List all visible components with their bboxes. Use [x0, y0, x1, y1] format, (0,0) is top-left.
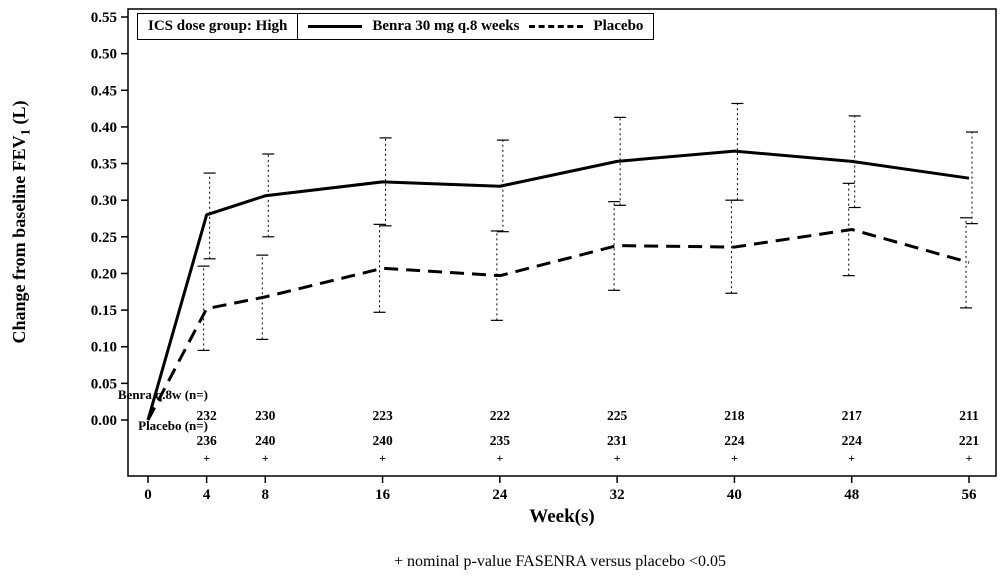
- n-table-value: 236: [197, 433, 218, 448]
- x-tick-label: 32: [610, 487, 625, 503]
- y-tick-label: 0.30: [91, 193, 117, 209]
- x-tick-label: 16: [375, 487, 391, 503]
- y-tick-label: 0.15: [91, 303, 117, 319]
- x-tick-label: 48: [844, 487, 859, 503]
- y-tick-label: 0.45: [91, 83, 117, 99]
- y-axis-title: Change from baseline FEV1 (L): [9, 100, 33, 344]
- significance-marker: +: [966, 451, 973, 465]
- n-table-value: 224: [842, 433, 863, 448]
- n-table-row-label: Placebo (n=): [138, 418, 208, 433]
- y-tick-label: 0.10: [91, 340, 117, 356]
- y-tick-label: 0.05: [91, 376, 117, 392]
- y-tick-label: 0.55: [91, 10, 117, 26]
- x-tick-label: 40: [727, 487, 742, 503]
- significance-marker: +: [614, 451, 621, 465]
- series-line-dashed: [146, 227, 970, 421]
- significance-marker: +: [262, 451, 269, 465]
- n-table-value: 232: [197, 408, 218, 423]
- legend-entry-benra: Benra 30 mg q.8 weeks: [372, 18, 520, 34]
- x-tick-label: 56: [962, 487, 978, 503]
- y-tick-label: 0.20: [91, 266, 117, 282]
- solid-line-sample-icon: [308, 25, 363, 28]
- legend-title: ICS dose group: High: [148, 18, 288, 34]
- n-table-value: 211: [959, 408, 979, 423]
- dashed-line-sample-icon: [529, 25, 584, 28]
- legend-divider: [297, 13, 299, 40]
- y-tick-label: 0.25: [91, 230, 117, 246]
- n-table-row-label: Benra q.8w (n=): [118, 387, 208, 402]
- y-tick-label: 0.50: [91, 47, 117, 63]
- legend: ICS dose group: High Benra 30 mg q.8 wee…: [137, 13, 655, 40]
- legend-entry-placebo: Placebo: [593, 18, 644, 34]
- n-table-value: 218: [724, 408, 745, 423]
- series-line-solid: [146, 149, 970, 421]
- n-table-value: 230: [255, 408, 276, 423]
- n-table-value: 222: [490, 408, 511, 423]
- footnote: + nominal p-value FASENRA versus placebo…: [394, 553, 726, 570]
- n-table-value: 231: [607, 433, 628, 448]
- plot-frame: [127, 8, 997, 477]
- n-table-value: 235: [490, 433, 511, 448]
- n-table-value: 240: [372, 433, 393, 448]
- x-tick-label: 24: [492, 487, 508, 503]
- n-table-value: 223: [372, 408, 393, 423]
- y-tick-label: 0.40: [91, 120, 117, 136]
- fev1-subscript: 1: [18, 129, 33, 136]
- n-table-value: 240: [255, 433, 276, 448]
- significance-marker: +: [731, 451, 738, 465]
- n-table-value: 224: [724, 433, 745, 448]
- x-tick-label: 0: [144, 487, 152, 503]
- y-tick-label: 0.00: [91, 413, 117, 429]
- significance-marker: +: [848, 451, 855, 465]
- x-tick-label: 8: [262, 487, 270, 503]
- significance-marker: +: [379, 451, 386, 465]
- n-table-value: 225: [607, 408, 628, 423]
- y-tick-label: 0.35: [91, 157, 117, 173]
- significance-marker: +: [203, 451, 210, 465]
- significance-marker: +: [496, 451, 503, 465]
- n-table-value: 217: [842, 408, 863, 423]
- x-axis-title: Week(s): [529, 506, 595, 527]
- n-table-value: 221: [959, 433, 980, 448]
- x-tick-label: 4: [203, 487, 211, 503]
